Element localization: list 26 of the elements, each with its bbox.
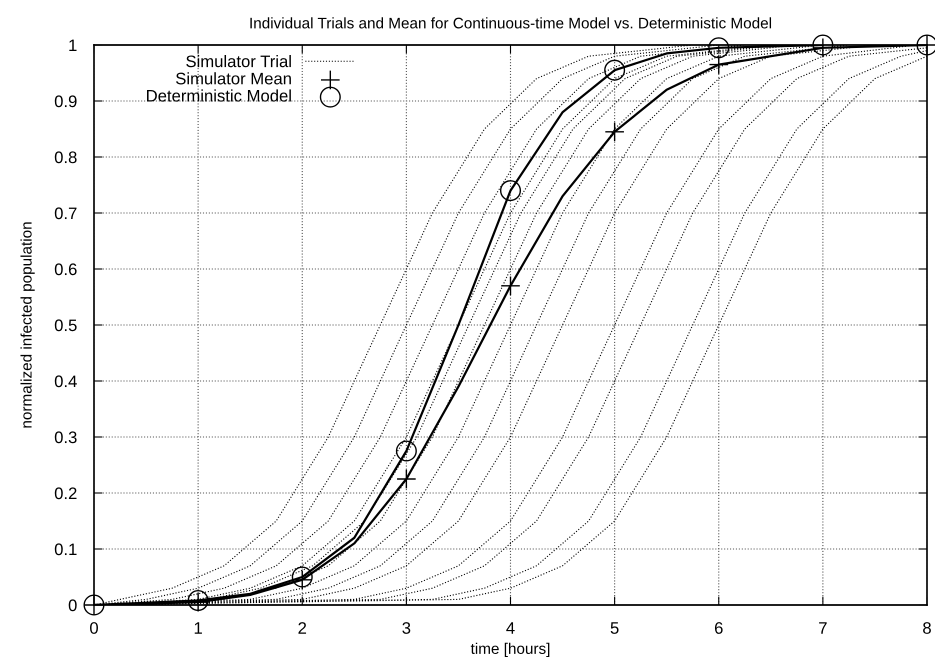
y-tick-label: 0.6: [54, 263, 77, 276]
x-tick-label: 1: [194, 622, 202, 634]
x-tick-label: 3: [402, 622, 410, 634]
y-tick-label: 0.4: [54, 375, 77, 388]
chart-title: Individual Trials and Mean for Continuous-time Model vs. Deterministic Model: [250, 17, 772, 28]
x-axis-title: time [hours]: [470, 642, 550, 657]
y-tick-label: 0.5: [54, 319, 77, 332]
x-tick-label: 6: [714, 622, 723, 634]
legend-label: Simulator Trial: [186, 55, 291, 68]
y-tick-label: 1: [69, 40, 77, 52]
y-tick-label: 0.2: [54, 487, 76, 500]
y-tick-label: 0.9: [54, 95, 77, 108]
y-tick-label: 0.8: [54, 151, 77, 164]
legend-label: Deterministic Model: [147, 89, 291, 102]
x-tick-label: 5: [610, 622, 619, 634]
x-tick-label: 0: [90, 622, 98, 634]
y-tick-label: 0.7: [54, 207, 76, 220]
y-tick-label: 0.1: [54, 543, 77, 556]
x-tick-label: 8: [923, 622, 931, 634]
x-tick-label: 2: [298, 622, 306, 634]
y-tick-label: 0.3: [54, 431, 77, 444]
legend-label: Simulator Mean: [176, 72, 291, 84]
y-axis-title: normalized infected population: [20, 222, 35, 428]
x-tick-label: 4: [506, 622, 515, 634]
y-tick-label: 0: [68, 599, 77, 612]
x-tick-label: 7: [819, 622, 827, 634]
